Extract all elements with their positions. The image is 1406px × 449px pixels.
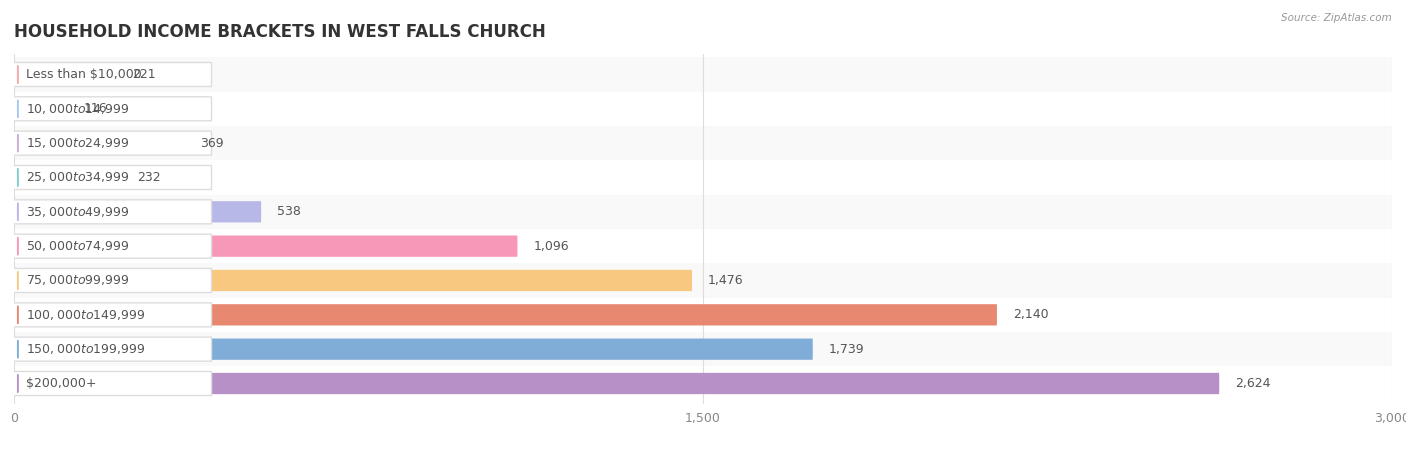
- Text: 369: 369: [200, 136, 224, 150]
- Bar: [14, 160, 1392, 195]
- FancyBboxPatch shape: [7, 269, 211, 292]
- Text: 221: 221: [132, 68, 155, 81]
- FancyBboxPatch shape: [14, 64, 115, 85]
- Bar: [14, 366, 1392, 401]
- Text: $35,000 to $49,999: $35,000 to $49,999: [25, 205, 129, 219]
- FancyBboxPatch shape: [7, 166, 211, 189]
- Text: 1,739: 1,739: [830, 343, 865, 356]
- Text: $75,000 to $99,999: $75,000 to $99,999: [25, 273, 129, 287]
- Text: $50,000 to $74,999: $50,000 to $74,999: [25, 239, 129, 253]
- Text: $15,000 to $24,999: $15,000 to $24,999: [25, 136, 129, 150]
- Bar: [14, 126, 1392, 160]
- Text: 538: 538: [277, 205, 301, 218]
- FancyBboxPatch shape: [14, 98, 67, 119]
- FancyBboxPatch shape: [7, 131, 211, 155]
- FancyBboxPatch shape: [7, 97, 211, 121]
- FancyBboxPatch shape: [7, 200, 211, 224]
- Text: $150,000 to $199,999: $150,000 to $199,999: [25, 342, 145, 356]
- FancyBboxPatch shape: [7, 234, 211, 258]
- FancyBboxPatch shape: [14, 167, 121, 188]
- FancyBboxPatch shape: [14, 339, 813, 360]
- Text: 116: 116: [83, 102, 107, 115]
- Bar: [14, 195, 1392, 229]
- Text: 2,624: 2,624: [1236, 377, 1271, 390]
- Bar: [14, 332, 1392, 366]
- Text: 232: 232: [136, 171, 160, 184]
- Text: $200,000+: $200,000+: [25, 377, 96, 390]
- Bar: [14, 92, 1392, 126]
- Text: 1,096: 1,096: [533, 240, 569, 253]
- Bar: [14, 229, 1392, 263]
- FancyBboxPatch shape: [14, 373, 1219, 394]
- Text: $100,000 to $149,999: $100,000 to $149,999: [25, 308, 145, 322]
- Text: 2,140: 2,140: [1012, 308, 1049, 321]
- FancyBboxPatch shape: [7, 62, 211, 87]
- FancyBboxPatch shape: [14, 270, 692, 291]
- Text: $25,000 to $34,999: $25,000 to $34,999: [25, 171, 129, 185]
- FancyBboxPatch shape: [14, 236, 517, 257]
- Bar: [14, 57, 1392, 92]
- FancyBboxPatch shape: [14, 201, 262, 222]
- Bar: [14, 298, 1392, 332]
- FancyBboxPatch shape: [7, 337, 211, 361]
- Text: 1,476: 1,476: [709, 274, 744, 287]
- FancyBboxPatch shape: [7, 371, 211, 396]
- Bar: [14, 263, 1392, 298]
- FancyBboxPatch shape: [7, 303, 211, 327]
- FancyBboxPatch shape: [14, 132, 184, 154]
- Text: Less than $10,000: Less than $10,000: [25, 68, 141, 81]
- FancyBboxPatch shape: [14, 304, 997, 326]
- Text: HOUSEHOLD INCOME BRACKETS IN WEST FALLS CHURCH: HOUSEHOLD INCOME BRACKETS IN WEST FALLS …: [14, 23, 546, 41]
- Text: Source: ZipAtlas.com: Source: ZipAtlas.com: [1281, 13, 1392, 23]
- Text: $10,000 to $14,999: $10,000 to $14,999: [25, 102, 129, 116]
